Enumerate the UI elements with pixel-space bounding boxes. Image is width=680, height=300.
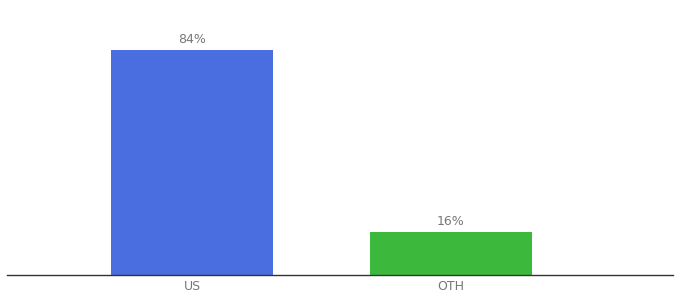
Bar [111, 50, 273, 275]
Bar [370, 232, 532, 275]
Text: 16%: 16% [437, 215, 465, 228]
Text: 84%: 84% [178, 33, 206, 46]
